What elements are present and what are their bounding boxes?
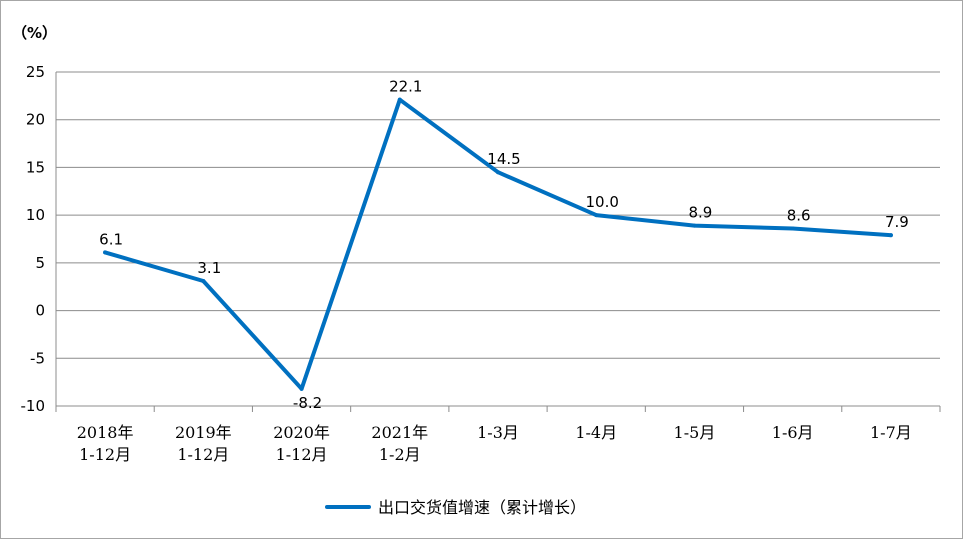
x-tick-label: 2020年 (273, 423, 330, 442)
data-label: 10.0 (586, 193, 619, 211)
data-label: 14.5 (487, 150, 520, 168)
y-tick-label: 25 (26, 63, 45, 81)
data-point (201, 279, 205, 283)
data-point (791, 227, 795, 231)
y-tick-label: 0 (35, 302, 45, 320)
data-point (496, 170, 500, 174)
x-tick-label: 1-5月 (674, 423, 716, 442)
x-tick-label: 1-12月 (79, 445, 131, 464)
data-label: 8.6 (787, 207, 811, 225)
data-point (103, 250, 107, 254)
y-unit-label: （%） (12, 24, 57, 42)
y-tick-label: 5 (35, 254, 45, 272)
data-label: 6.1 (99, 230, 123, 248)
y-tick-label: 10 (26, 206, 45, 224)
x-tick-label: 1-12月 (276, 445, 328, 464)
data-label: -8.2 (293, 394, 322, 412)
series-layer (103, 98, 893, 391)
gridlines (56, 72, 940, 406)
data-point (594, 213, 598, 217)
y-tick-label: -10 (21, 397, 46, 415)
data-point (300, 387, 304, 391)
data-label: 7.9 (885, 213, 909, 231)
x-tick-label: 2019年 (175, 423, 232, 442)
series-line (105, 100, 891, 389)
x-tick-label: 1-6月 (772, 423, 814, 442)
data-label: 22.1 (389, 78, 422, 96)
legend: 出口交货值增速（累计增长） (327, 498, 586, 517)
x-tick-label: 1-3月 (477, 423, 519, 442)
data-labels: 6.1 3.1 -8.2 22.1 14.5 10.0 8.9 8.6 7.9 (99, 78, 909, 412)
data-point (889, 233, 893, 237)
data-point (692, 224, 696, 228)
x-axis (56, 72, 940, 412)
x-tick-label: 1-2月 (379, 445, 421, 464)
x-tick-label: 1-12月 (177, 445, 229, 464)
y-tick-label: 15 (26, 158, 45, 176)
x-tick-label: 2018年 (77, 423, 134, 442)
x-tick-label: 1-7月 (870, 423, 912, 442)
y-tick-label: -5 (30, 349, 45, 367)
y-axis-ticks: -10 -5 0 5 10 15 20 25 (21, 63, 46, 415)
legend-label: 出口交货值增速（累计增长） (378, 498, 586, 517)
y-tick-label: 20 (26, 111, 45, 129)
data-point (398, 98, 402, 102)
x-tick-label: 2021年 (371, 423, 428, 442)
data-label: 3.1 (197, 259, 221, 277)
x-tick-label: 1-4月 (575, 423, 617, 442)
data-label: 8.9 (689, 204, 713, 222)
x-axis-ticks: 2018年 1-12月 2019年 1-12月 2020年 1-12月 2021年 1-2月 1… (77, 423, 912, 464)
